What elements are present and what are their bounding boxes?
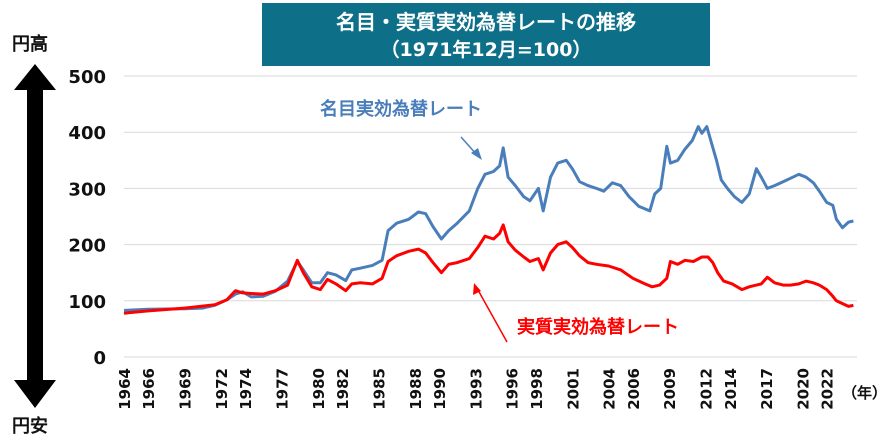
y-tick-label: 400 (68, 123, 106, 144)
x-tick-label: 1993 (467, 368, 485, 410)
x-tick-label: 2004 (601, 368, 619, 410)
pointer-nominal-head (471, 148, 482, 160)
y-tick-label: 200 (68, 236, 106, 257)
series-line-real (123, 223, 854, 315)
x-tick-label: 1980 (310, 368, 328, 410)
x-tick-label: 1988 (407, 368, 425, 410)
series-lines (123, 125, 854, 315)
up-arrowhead-icon (14, 64, 56, 90)
gridlines (124, 75, 857, 358)
x-tick-label: 2009 (661, 368, 679, 410)
y-tick-label: 0 (93, 348, 106, 369)
x-tick-label: 1974 (237, 368, 255, 410)
x-tick-label: 1964 (116, 368, 134, 410)
x-tick-label: 1996 (504, 368, 522, 410)
x-tick-label: 1998 (528, 368, 546, 410)
x-tick-label: 2006 (625, 368, 643, 410)
x-tick-label: 2012 (698, 368, 716, 410)
x-axis-unit-label: （年） (842, 384, 886, 402)
x-tick-label: 2001 (564, 368, 582, 410)
yen-direction-arrow (14, 64, 56, 408)
x-tick-label: 2017 (758, 368, 776, 410)
x-tick-label: 2014 (722, 368, 740, 410)
series-label-real: 実質実効為替レート (517, 316, 679, 338)
x-tick-label: 1972 (213, 368, 231, 410)
title-box: 名目・実質実効為替レートの推移 （1971年12月=100） (262, 3, 710, 66)
title-background (262, 3, 710, 66)
y-tick-label: 500 (68, 67, 106, 88)
y-tick-label: 100 (68, 292, 106, 313)
y-axis-ticks: 0 100 200 300 400 500 (68, 67, 106, 369)
down-arrowhead-icon (14, 380, 56, 408)
x-tick-label: 2020 (794, 368, 812, 410)
x-tick-label: 1985 (370, 368, 388, 410)
arrow-shaft (27, 88, 43, 382)
y-tick-label: 300 (68, 179, 106, 200)
arrow-label-top: 円高 (12, 33, 48, 55)
pointer-real-head (473, 283, 481, 295)
series-line-nominal (123, 125, 854, 312)
x-tick-label: 1982 (334, 368, 352, 410)
x-tick-label: 1990 (431, 368, 449, 410)
arrow-label-bottom: 円安 (12, 415, 48, 437)
x-axis-ticks: 1964 1966 1969 1972 1974 1977 1980 1982 1985 1988… (116, 368, 837, 410)
series-label-nominal: 名目実効為替レート (320, 98, 482, 120)
chart-subtitle: （1971年12月=100） (381, 38, 592, 61)
x-tick-label: 1977 (274, 368, 292, 410)
pointer-real (477, 289, 508, 343)
x-tick-label: 1969 (177, 368, 195, 410)
x-tick-label: 1966 (140, 368, 158, 410)
x-tick-label: 2022 (819, 368, 837, 410)
chart-title: 名目・実質実効為替レートの推移 (336, 10, 636, 34)
